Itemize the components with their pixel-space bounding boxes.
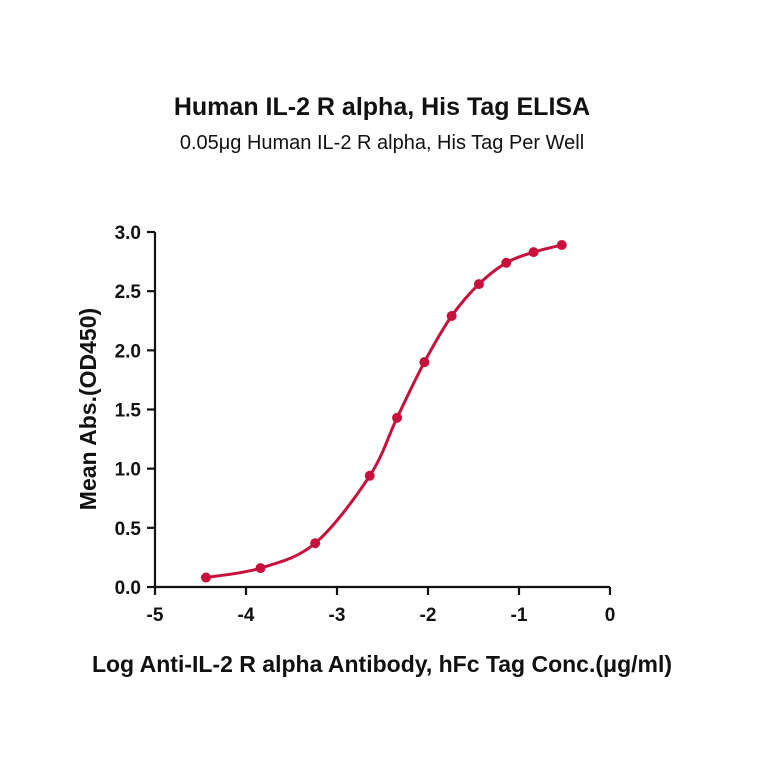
x-tick-label: -5 bbox=[147, 605, 164, 626]
x-ticks: -5 -4 -3 -2 -1 0 bbox=[147, 587, 616, 626]
x-tick-label: -1 bbox=[511, 605, 528, 626]
y-tick-label: 3.0 bbox=[115, 223, 141, 244]
y-axis-label: Mean Abs.(OD450) bbox=[75, 308, 101, 510]
axes bbox=[153, 232, 610, 589]
x-tick-label: -3 bbox=[329, 605, 346, 626]
data-point bbox=[556, 240, 567, 251]
data-point bbox=[392, 412, 403, 423]
x-tick-label: 0 bbox=[605, 605, 616, 626]
y-tick-label: 1.5 bbox=[115, 401, 142, 422]
data-point bbox=[310, 538, 321, 549]
y-tick-label: 0.0 bbox=[115, 578, 141, 599]
x-tick-label: -4 bbox=[238, 605, 255, 626]
y-tick-label: 2.5 bbox=[115, 282, 142, 303]
data-point bbox=[255, 563, 266, 574]
x-axis-label: Log Anti-IL-2 R alpha Antibody, hFc Tag … bbox=[92, 651, 672, 677]
x-tick-label: -2 bbox=[420, 605, 437, 626]
data-point bbox=[501, 257, 512, 268]
series-line bbox=[205, 243, 563, 580]
data-point bbox=[419, 357, 430, 368]
y-ticks: 0.0 0.5 1.0 1.5 2.0 2.5 3.0 bbox=[115, 223, 155, 599]
chart-title: Human IL-2 R alpha, His Tag ELISA bbox=[174, 93, 590, 121]
data-point bbox=[446, 311, 457, 322]
data-point bbox=[364, 470, 375, 481]
plot-area bbox=[200, 240, 567, 583]
data-point bbox=[200, 572, 211, 583]
data-point bbox=[528, 247, 539, 258]
data-point bbox=[473, 279, 484, 290]
chart-subtitle: 0.05μg Human IL-2 R alpha, His Tag Per W… bbox=[180, 132, 584, 154]
y-tick-label: 1.0 bbox=[115, 460, 141, 481]
y-tick-label: 2.0 bbox=[115, 341, 141, 362]
y-tick-label: 0.5 bbox=[115, 519, 142, 540]
